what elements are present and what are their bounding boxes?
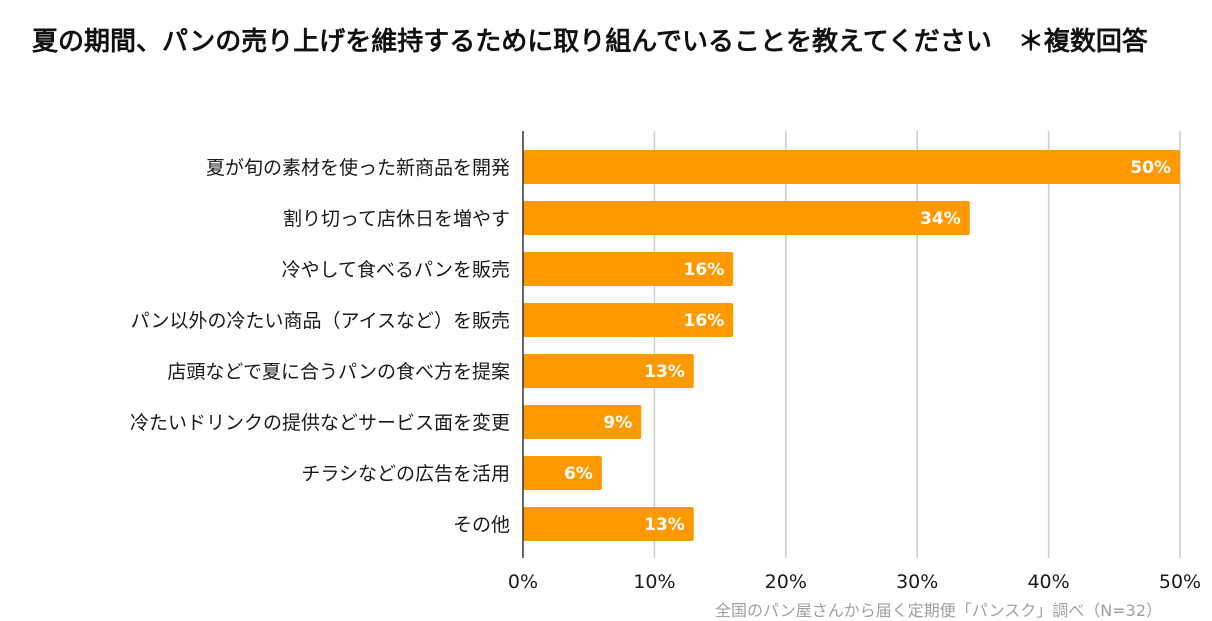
gridlines: [653, 131, 1181, 558]
bar: [523, 201, 970, 235]
bar-value-label: 16%: [684, 311, 725, 331]
category-label: 夏が旬の素材を使った新商品を開発: [206, 157, 510, 179]
chart-title: 夏の期間、パンの売り上げを維持するために取り組んでいることを教えてください ＊複…: [32, 27, 1148, 57]
x-tick-label: 50%: [1159, 571, 1201, 593]
category-label: 店頭などで夏に合うパンの食べ方を提案: [167, 361, 510, 383]
x-axis-ticks: 0% 10% 20% 30% 40% 50%: [508, 571, 1201, 593]
bar: [523, 354, 694, 388]
bar: [523, 150, 1180, 184]
bar-value-label: 50%: [1130, 158, 1171, 178]
category-label: 冷たいドリンクの提供などサービス面を変更: [130, 412, 510, 434]
x-tick-label: 20%: [765, 571, 807, 593]
category-labels: 夏が旬の素材を使った新商品を開発割り切って店休日を増やす冷やして食べるパンを販売…: [130, 157, 510, 536]
x-tick-label: 40%: [1027, 571, 1069, 593]
x-tick-label: 0%: [508, 571, 538, 593]
bar-value-label: 13%: [644, 515, 685, 535]
bar: [523, 303, 734, 337]
bar-value-label: 16%: [684, 260, 725, 280]
category-label: その他: [453, 514, 510, 536]
category-label: 冷やして食べるパンを販売: [282, 259, 510, 281]
bars: 50% 34% 16% 16% 13% 9% 6% 13%: [523, 150, 1180, 541]
bar-value-label: 13%: [644, 362, 685, 382]
bar: [523, 507, 694, 541]
source-note: 全国のパン屋さんから届く定期便「パンスク」調べ（N=32）: [714, 601, 1162, 620]
x-tick-label: 10%: [633, 571, 675, 593]
category-label: 割り切って店休日を増やす: [283, 208, 510, 230]
category-label: チラシなどの広告を活用: [301, 463, 510, 485]
bar: [523, 456, 602, 490]
bar-value-label: 34%: [920, 209, 961, 229]
bar: [523, 405, 642, 439]
bar: [523, 252, 734, 286]
x-tick-label: 30%: [896, 571, 938, 593]
bar-value-label: 6%: [564, 464, 593, 484]
category-label: パン以外の冷たい商品（アイスなど）を販売: [131, 310, 510, 332]
bar-value-label: 9%: [603, 413, 632, 433]
